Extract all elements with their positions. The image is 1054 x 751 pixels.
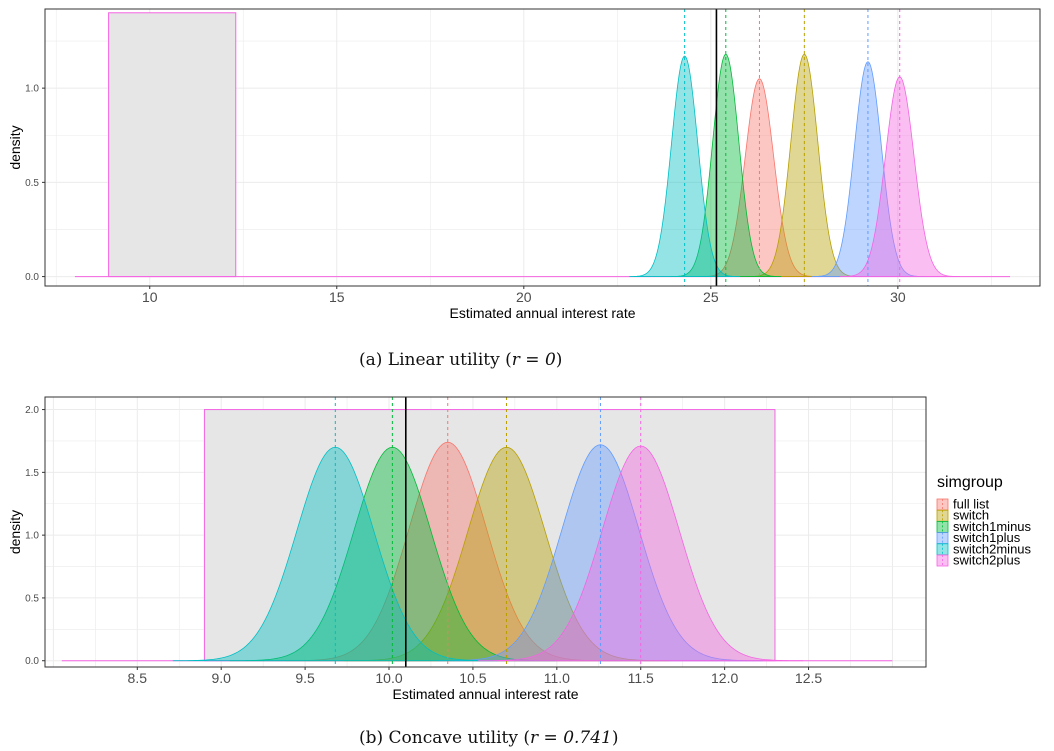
plot-area xyxy=(74,9,1011,286)
x-tick-label: 25 xyxy=(703,289,719,305)
y-tick-label: 0.5 xyxy=(25,593,39,604)
plot-area xyxy=(61,397,893,667)
legend: simgroup full listswitchswitch1minusswit… xyxy=(936,474,1032,568)
density-switch2plus xyxy=(839,76,960,277)
y-axis-title: density xyxy=(7,510,23,554)
panel-border xyxy=(44,8,1041,287)
legend-label-switch1minus: switch1minus xyxy=(953,519,1032,534)
caption-b: (b) Concave utility (r = 0.741) xyxy=(359,728,619,748)
chart-panel-concave: 0.0 0.5 1.0 1.5 2.0 8.5 9.0 9.5 10.0 10.5 11.0 11.5… xyxy=(7,396,927,702)
legend-title: simgroup xyxy=(937,474,1003,491)
x-tick-label: 12.0 xyxy=(711,670,738,686)
x-tick-label: 11.0 xyxy=(544,670,570,686)
x-tick-label: 11.5 xyxy=(628,670,654,686)
x-tick-label: 9.5 xyxy=(295,670,315,686)
x-tick-label: 9.0 xyxy=(211,670,231,686)
y-axis-title: density xyxy=(7,125,23,169)
x-tick-label: 10.5 xyxy=(459,670,486,686)
y-tick-label: 0.0 xyxy=(25,656,39,667)
density-full-list xyxy=(285,441,611,662)
x-tick-label: 15 xyxy=(329,289,345,305)
y-tick-label: 1.0 xyxy=(25,531,39,542)
y-tick-label: 1.0 xyxy=(25,84,39,95)
shaded-region xyxy=(108,12,237,278)
y-tick-label: 0.5 xyxy=(25,178,39,189)
legend-label-full-list: full list xyxy=(953,497,990,512)
density-switch1plus xyxy=(437,444,763,662)
legend-label-switch2minus: switch2minus xyxy=(953,541,1032,556)
x-axis-title: Estimated annual interest rate xyxy=(450,305,636,321)
shaded-region xyxy=(203,409,776,662)
x-tick-label: 10 xyxy=(142,289,158,305)
x-tick-label: 8.5 xyxy=(128,670,148,686)
panel-border xyxy=(44,396,927,668)
caption-a: (a) Linear utility (r = 0) xyxy=(359,350,562,370)
legend-label-switch2plus: switch2plus xyxy=(953,553,1021,568)
density-switch1plus xyxy=(810,61,925,277)
legend-label-switch: switch xyxy=(953,508,989,523)
x-axis-title: Estimated annual interest rate xyxy=(393,686,579,702)
x-tick-label: 10.0 xyxy=(375,670,402,686)
y-tick-label: 1.5 xyxy=(25,468,39,479)
y-tick-label: 0.0 xyxy=(25,272,39,283)
x-tick-label: 30 xyxy=(890,289,906,305)
legend-label-switch1plus: switch1plus xyxy=(953,530,1021,545)
chart-panel-linear: 0.0 0.5 1.0 10 15 20 25 30 Estimated annual inte… xyxy=(7,8,1041,321)
x-tick-label: 12.5 xyxy=(795,670,822,686)
x-tick-label: 20 xyxy=(516,289,532,305)
y-tick-label: 2.0 xyxy=(25,405,39,416)
